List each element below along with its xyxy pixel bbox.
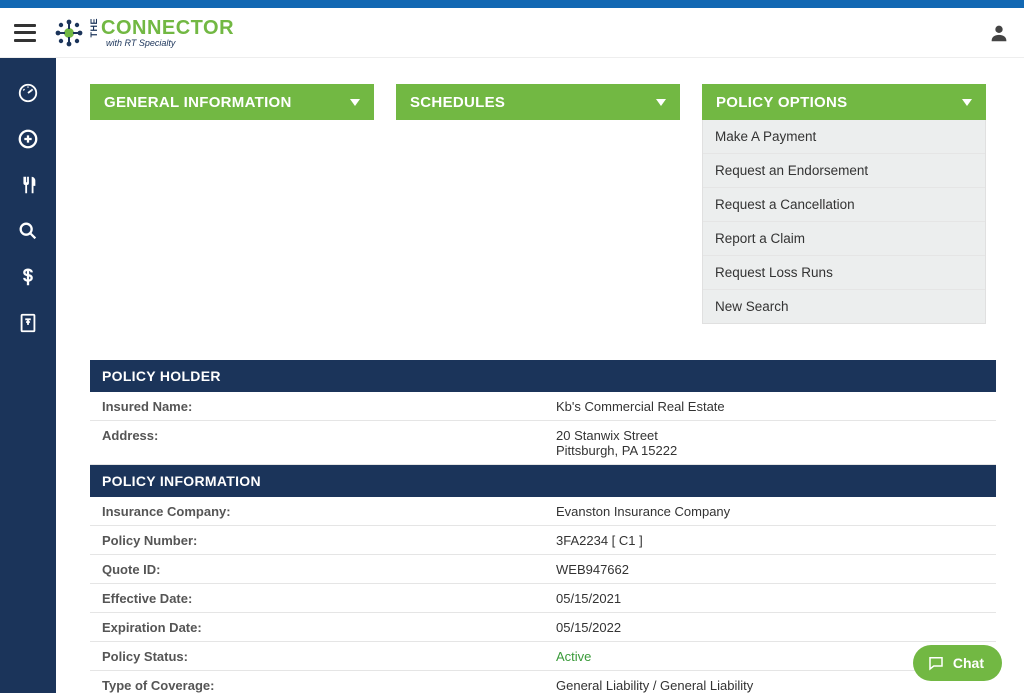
section-header-policy-holder: POLICY HOLDER: [90, 360, 996, 392]
field-label: Expiration Date:: [102, 620, 556, 635]
dollar-icon[interactable]: [17, 266, 39, 288]
field-value: Evanston Insurance Company: [556, 504, 984, 519]
dropdown-item-make-payment[interactable]: Make A Payment: [703, 120, 985, 154]
row-address: Address: 20 Stanwix Street Pittsburgh, P…: [90, 421, 996, 465]
sidebar-nav: [0, 58, 56, 693]
dropdown-item-request-cancellation[interactable]: Request a Cancellation: [703, 188, 985, 222]
field-label: Address:: [102, 428, 556, 458]
field-label: Effective Date:: [102, 591, 556, 606]
dropdown-item-request-endorsement[interactable]: Request an Endorsement: [703, 154, 985, 188]
tabs-row: GENERAL INFORMATION SCHEDULES POLICY OPT…: [90, 84, 996, 324]
field-label: Insured Name:: [102, 399, 556, 414]
top-accent-strip: [0, 0, 1024, 8]
table-row: Insurance Company:Evanston Insurance Com…: [90, 497, 996, 526]
tab-label: SCHEDULES: [410, 94, 505, 111]
section-header-policy-information: POLICY INFORMATION: [90, 465, 996, 497]
dropdown-item-report-claim[interactable]: Report a Claim: [703, 222, 985, 256]
field-value: 20 Stanwix Street Pittsburgh, PA 15222: [556, 428, 984, 458]
logo-name: CONNECTOR: [101, 17, 234, 39]
logo-text: THECONNECTOR with RT Specialty: [90, 18, 234, 48]
chevron-down-icon: [350, 99, 360, 106]
chat-icon: [927, 654, 945, 672]
field-value: Kb's Commercial Real Estate: [556, 399, 984, 414]
invoice-icon[interactable]: [17, 312, 39, 334]
field-label: Policy Number:: [102, 533, 556, 548]
add-icon[interactable]: [17, 128, 39, 150]
policy-options-dropdown: Make A Payment Request an Endorsement Re…: [702, 120, 986, 324]
tab-label: POLICY OPTIONS: [716, 94, 847, 111]
field-value: 05/15/2022: [556, 620, 984, 635]
chevron-down-icon: [962, 99, 972, 106]
field-label: Policy Status:: [102, 649, 556, 664]
tab-general-information[interactable]: GENERAL INFORMATION: [90, 84, 374, 120]
field-value: WEB947662: [556, 562, 984, 577]
field-label: Insurance Company:: [102, 504, 556, 519]
header-bar: THECONNECTOR with RT Specialty: [0, 8, 1024, 58]
field-value: 3FA2234 [ C1 ]: [556, 533, 984, 548]
tab-policy-options[interactable]: POLICY OPTIONS: [702, 84, 986, 120]
main-content: GENERAL INFORMATION SCHEDULES POLICY OPT…: [56, 58, 1024, 693]
address-line1: 20 Stanwix Street: [556, 428, 658, 443]
tab-schedules[interactable]: SCHEDULES: [396, 84, 680, 120]
logo-mark-icon: [54, 18, 84, 48]
chat-label: Chat: [953, 655, 984, 671]
brand-logo[interactable]: THECONNECTOR with RT Specialty: [54, 18, 234, 48]
tab-label: GENERAL INFORMATION: [104, 94, 292, 111]
table-row: Type of Coverage:General Liability / Gen…: [90, 671, 996, 693]
chat-button[interactable]: Chat: [913, 645, 1002, 681]
dropdown-item-new-search[interactable]: New Search: [703, 290, 985, 323]
chevron-down-icon: [656, 99, 666, 106]
dropdown-item-request-loss-runs[interactable]: Request Loss Runs: [703, 256, 985, 290]
table-row: Expiration Date:05/15/2022: [90, 613, 996, 642]
logo-subtitle: with RT Specialty: [106, 39, 234, 48]
table-row: Effective Date:05/15/2021: [90, 584, 996, 613]
table-row: Policy Number:3FA2234 [ C1 ]: [90, 526, 996, 555]
row-insured-name: Insured Name: Kb's Commercial Real Estat…: [90, 392, 996, 421]
dining-icon[interactable]: [17, 174, 39, 196]
field-value: 05/15/2021: [556, 591, 984, 606]
search-icon[interactable]: [17, 220, 39, 242]
address-line2: Pittsburgh, PA 15222: [556, 443, 984, 458]
field-label: Quote ID:: [102, 562, 556, 577]
field-value: General Liability / General Liability: [556, 678, 984, 693]
table-row: Policy Status:Active: [90, 642, 996, 671]
dashboard-icon[interactable]: [17, 82, 39, 104]
menu-toggle-icon[interactable]: [14, 24, 36, 42]
field-label: Type of Coverage:: [102, 678, 556, 693]
user-account-icon[interactable]: [988, 22, 1010, 44]
table-row: Quote ID:WEB947662: [90, 555, 996, 584]
logo-the: THE: [90, 18, 99, 38]
